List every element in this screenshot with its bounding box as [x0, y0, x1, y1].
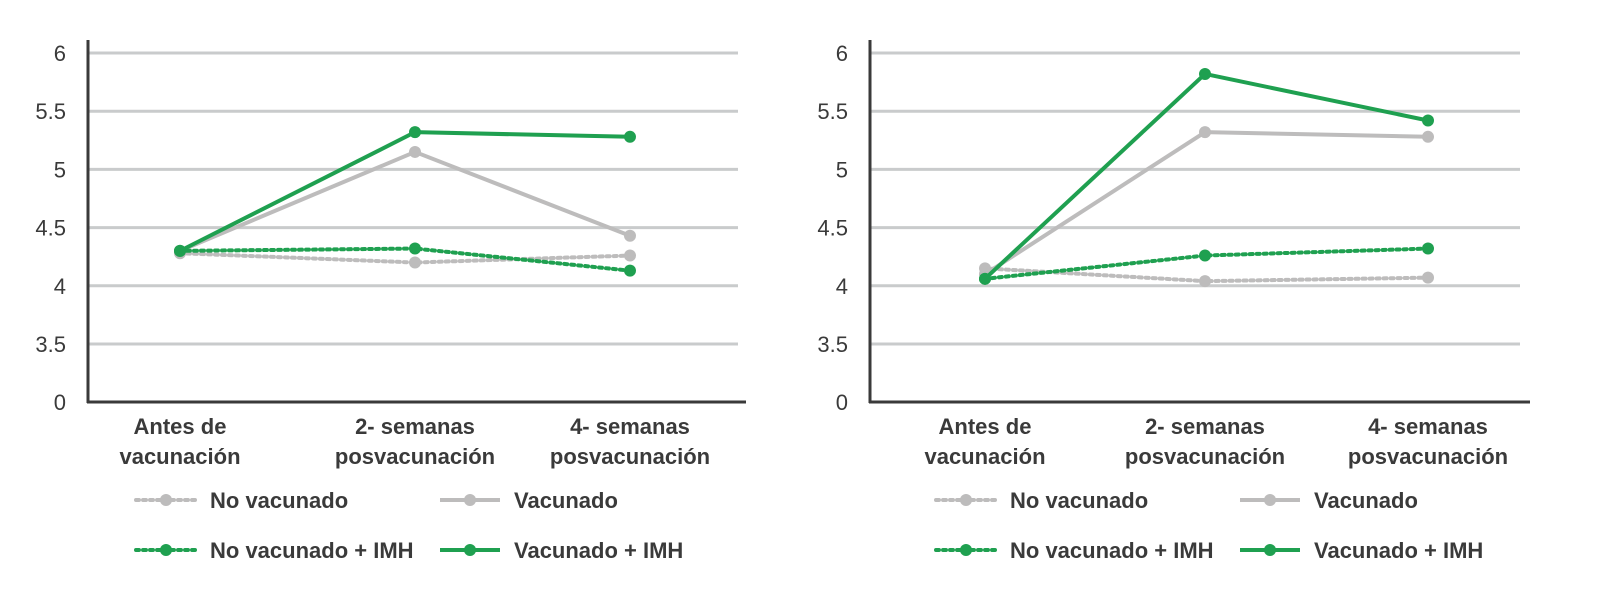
y-tick-label: 6	[54, 41, 66, 66]
x-tick-label: 4- semanas	[570, 414, 690, 439]
x-tick-label: posvacunación	[1348, 444, 1508, 469]
data-point	[1422, 271, 1434, 284]
y-tick-label: 3.5	[35, 332, 66, 357]
legend-item: Vacunado	[1240, 488, 1418, 513]
x-tick-label: posvacunación	[550, 444, 710, 469]
legend-label: No vacunado + IMH	[1010, 538, 1214, 563]
legend-label: Vacunado + IMH	[1314, 538, 1483, 563]
y-tick-label: 4.5	[35, 216, 66, 241]
x-tick-label: Antes de	[134, 414, 227, 439]
legend-swatch-marker	[160, 494, 172, 506]
data-point	[409, 256, 421, 269]
x-tick-label: vacunación	[119, 444, 240, 469]
legend-label: Vacunado + IMH	[514, 538, 683, 563]
legend-label: Vacunado	[1314, 488, 1418, 513]
data-point	[1199, 249, 1211, 262]
series-line	[178, 251, 632, 265]
data-point	[1422, 242, 1434, 255]
legend-item: Vacunado	[440, 488, 618, 513]
series-line	[983, 71, 1429, 281]
y-tick-label: 5.5	[817, 99, 848, 124]
y-tick-label: 4	[836, 274, 848, 299]
data-point	[409, 145, 421, 158]
y-tick-label: 5	[836, 157, 848, 182]
y-tick-label: 0	[54, 390, 66, 415]
x-tick-label: 4- semanas	[1368, 414, 1488, 439]
legend-swatch-marker	[960, 494, 972, 506]
y-tick-label: 6	[836, 41, 848, 66]
y-tick-label: 5.5	[35, 99, 66, 124]
data-point	[624, 249, 636, 262]
legend-swatch-marker	[1264, 494, 1276, 506]
data-point	[624, 229, 636, 242]
series-line	[179, 130, 631, 253]
y-tick-label: 3.5	[817, 332, 848, 357]
data-point	[174, 244, 186, 257]
chart-right: 0 3.5 4 4.5 5 5.5 6 Antes de vacunación 2- semana…	[817, 40, 1530, 563]
data-point	[979, 272, 991, 285]
series-line	[178, 246, 632, 273]
data-point	[1422, 114, 1434, 127]
x-tick-label: posvacunación	[335, 444, 495, 469]
data-point	[1199, 67, 1211, 80]
data-point	[409, 242, 421, 255]
legend-item: No vacunado + IMH	[934, 538, 1214, 563]
legend-item: No vacunado	[934, 488, 1148, 513]
x-tick-label: Antes de	[939, 414, 1032, 439]
data-point	[409, 126, 421, 139]
y-tick-label: 4	[54, 274, 66, 299]
legend-label: Vacunado	[514, 488, 618, 513]
y-tick-label: 5	[54, 157, 66, 182]
x-tick-label: 2- semanas	[1145, 414, 1265, 439]
data-point	[624, 264, 636, 277]
legend-swatch-marker	[1264, 544, 1276, 556]
legend-item: No vacunado	[134, 488, 348, 513]
x-tick-label: 2- semanas	[355, 414, 475, 439]
legend-swatch-marker	[464, 544, 476, 556]
x-tick-label: vacunación	[924, 444, 1045, 469]
data-point	[1199, 126, 1211, 139]
data-point	[1199, 275, 1211, 288]
data-point	[624, 130, 636, 143]
legend-swatch-marker	[464, 494, 476, 506]
legend-label: No vacunado + IMH	[210, 538, 414, 563]
legend-label: No vacunado	[210, 488, 348, 513]
series-line	[179, 149, 631, 253]
legend-item: Vacunado + IMH	[440, 538, 683, 563]
legend-label: No vacunado	[1010, 488, 1148, 513]
data-point	[1422, 130, 1434, 143]
chart-left: 0 3.5 4 4.5 5 5.5 6 Antes de vacunación 2- semana…	[35, 40, 746, 563]
y-tick-label: 0	[836, 390, 848, 415]
x-tick-label: posvacunación	[1125, 444, 1285, 469]
legend-swatch-marker	[160, 544, 172, 556]
legend-swatch-marker	[960, 544, 972, 556]
legend-item: No vacunado + IMH	[134, 538, 414, 563]
legend-item: Vacunado + IMH	[1240, 538, 1483, 563]
y-tick-label: 4.5	[817, 216, 848, 241]
